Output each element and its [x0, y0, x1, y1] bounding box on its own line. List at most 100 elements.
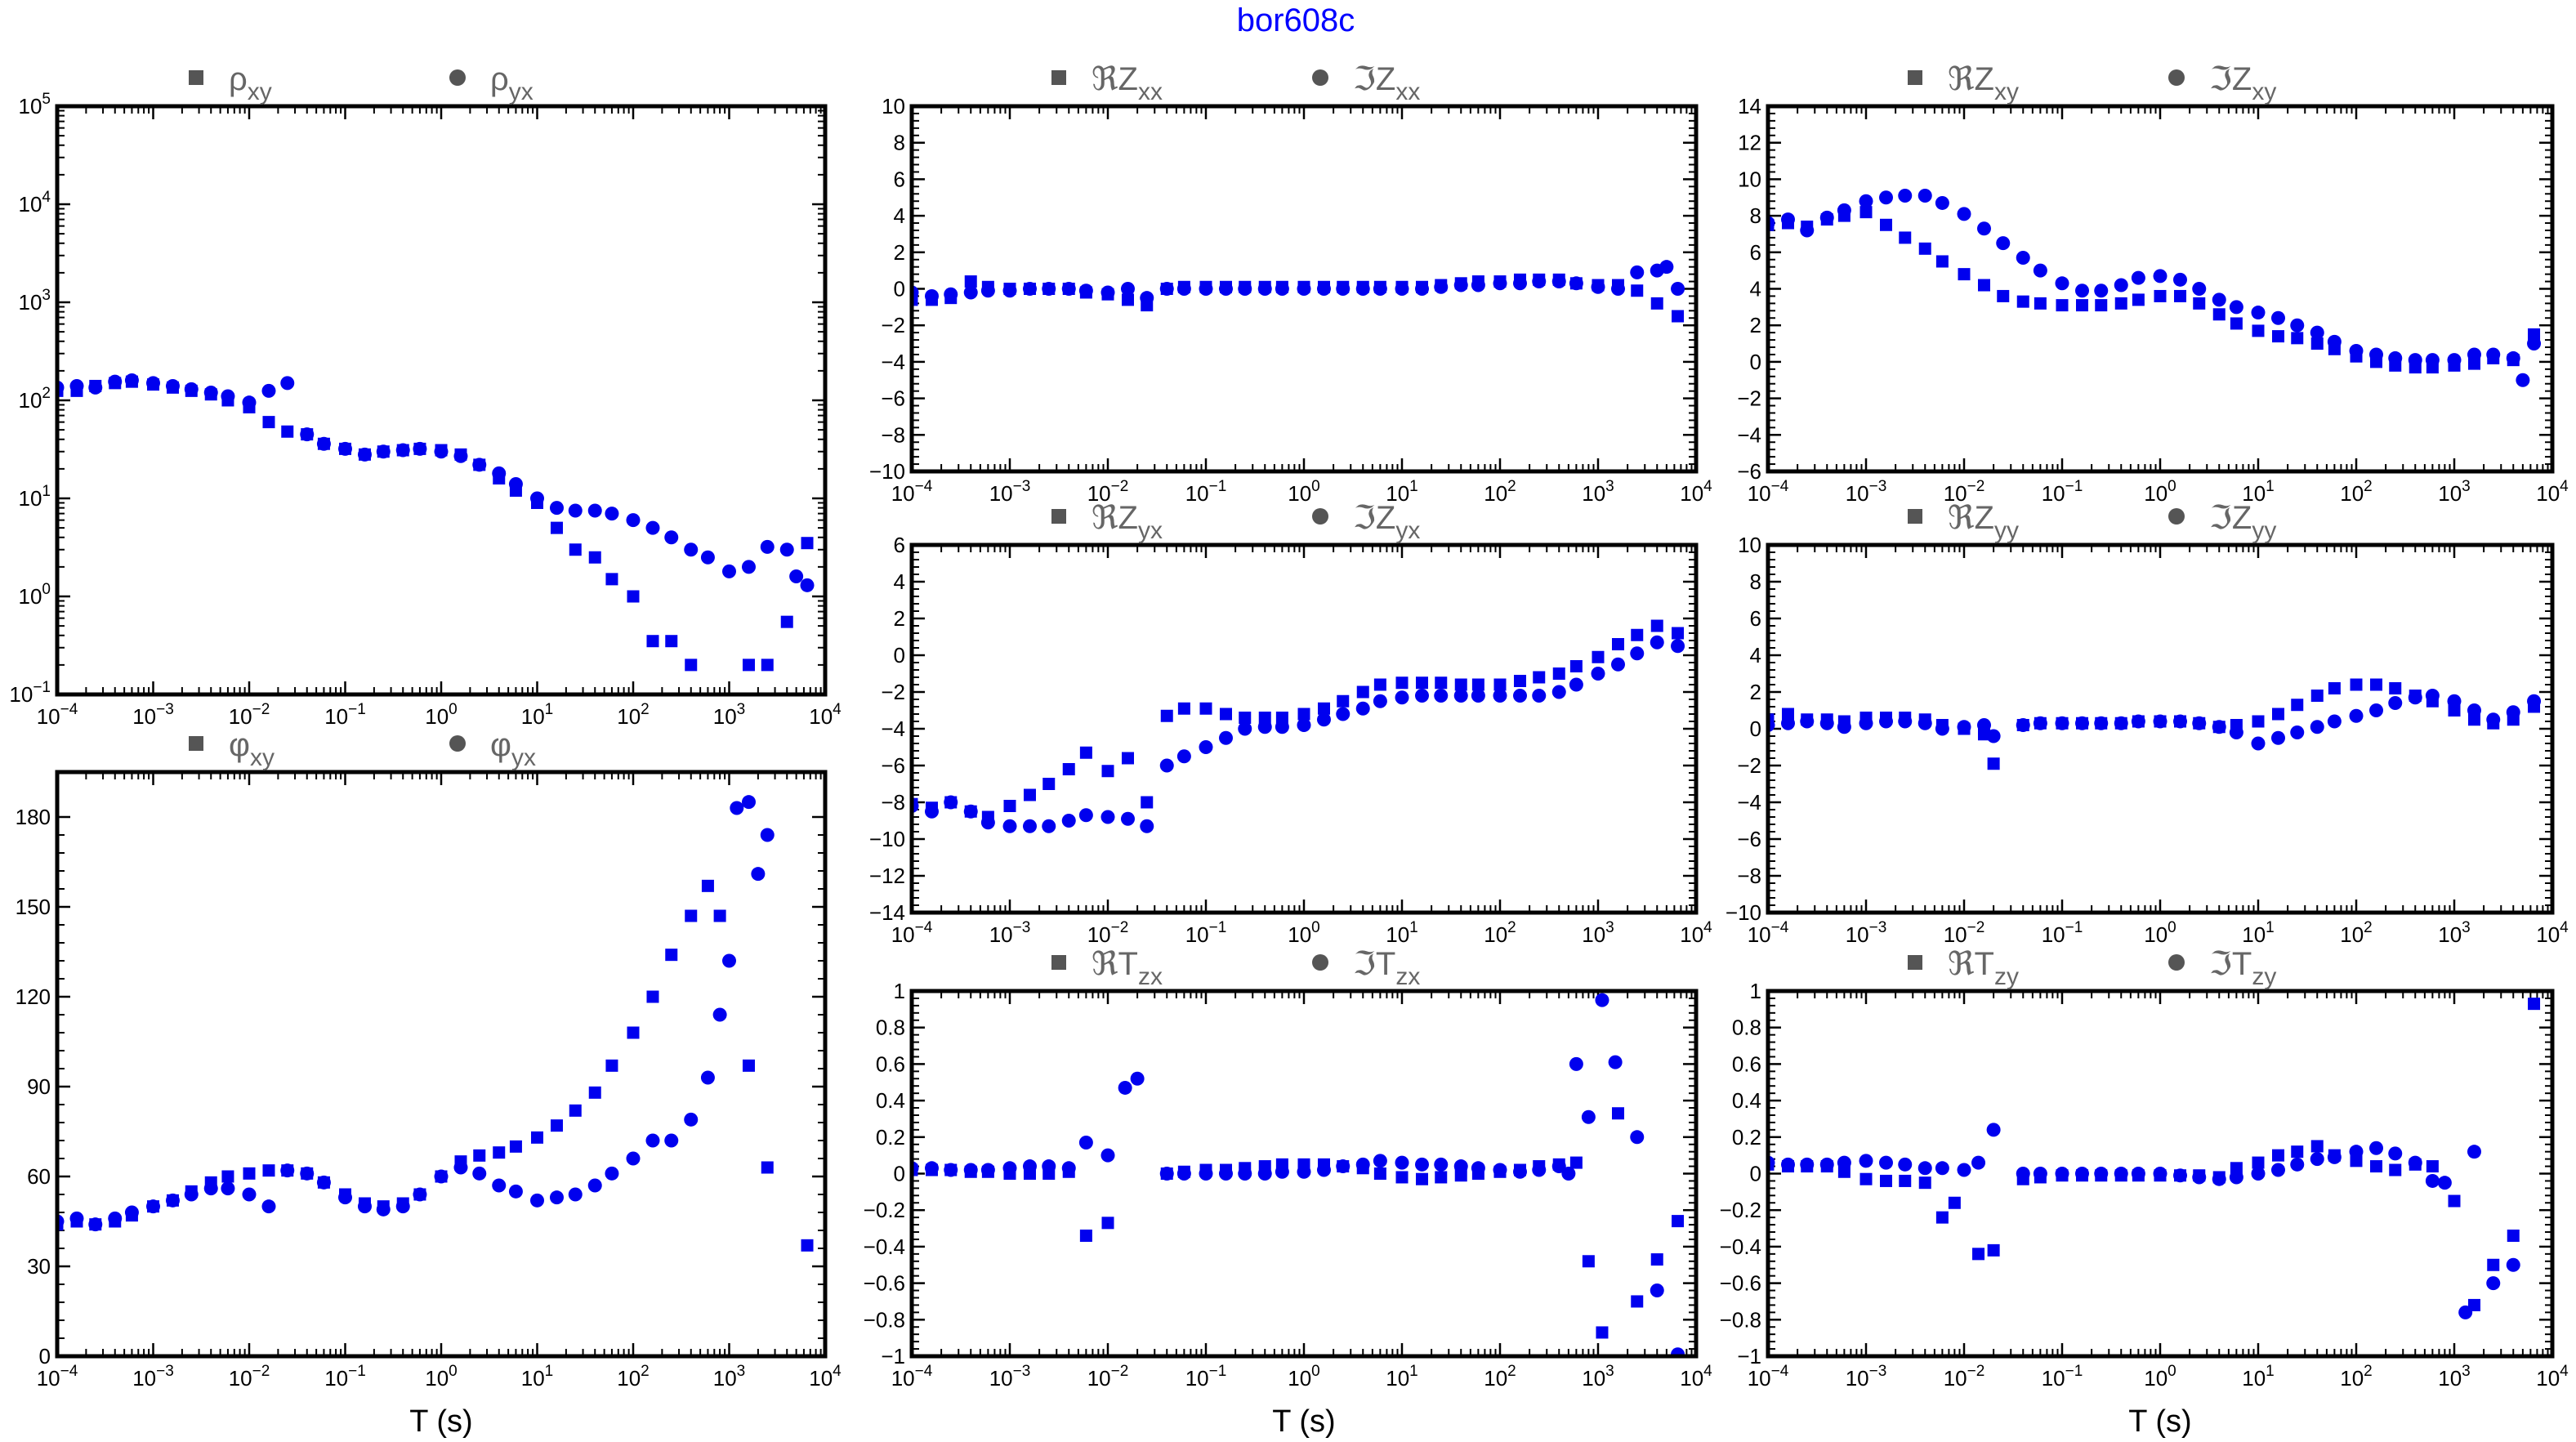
y-tick-label: −0.6 — [864, 1271, 905, 1296]
y-tick-label: −0.4 — [1720, 1234, 1761, 1259]
data-point-square — [2389, 1163, 2402, 1176]
data-point-circle — [1898, 1157, 1913, 1172]
data-points-zyy — [1768, 678, 2542, 770]
y-tick-label: −6 — [881, 753, 905, 778]
data-point-square — [1631, 1295, 1644, 1308]
data-point-circle — [944, 795, 958, 810]
data-point-square — [1297, 708, 1310, 721]
data-point-circle — [1100, 1148, 1115, 1163]
data-point-circle — [1551, 685, 1566, 699]
data-point-square — [2487, 1258, 2500, 1271]
data-points-zyx — [912, 619, 1685, 833]
legend-label: ℜTzy — [1948, 946, 2019, 990]
data-point-square — [665, 635, 678, 648]
legend-marker-square — [189, 736, 203, 751]
data-point-square — [2114, 297, 2127, 310]
data-point-circle — [2310, 1152, 2324, 1167]
data-point-square — [1987, 1243, 2000, 1257]
plot-frame — [55, 104, 828, 697]
panel-zyy: 10−4 10−3 10−2 10−1 100 101 102 103 104−10−8−6−4… — [1726, 500, 2569, 947]
data-point-square — [1592, 650, 1605, 663]
data-point-circle — [684, 1112, 699, 1127]
y-tick-label: −14 — [869, 900, 905, 925]
data-point-circle — [741, 795, 756, 810]
panel-tzx: 10−4 10−3 10−2 10−1 100 101 102 103 104 −1 −0.8 −0.… — [864, 946, 1713, 1439]
y-tick-label: −6 — [1737, 827, 1761, 851]
data-point-square — [627, 1026, 640, 1039]
legend-label: ℑZxx — [1353, 61, 1420, 105]
legend-marker-square — [1051, 955, 1066, 970]
data-point-circle — [1898, 189, 1913, 203]
x-tick-label: 100 — [1288, 1363, 1320, 1391]
data-point-circle — [108, 1211, 123, 1225]
data-point-circle — [1581, 1109, 1596, 1124]
data-point-circle — [1140, 819, 1154, 833]
data-point-circle — [741, 560, 756, 574]
x-tick-label: 104 — [809, 701, 842, 729]
data-point-square — [701, 879, 714, 892]
y-tick-label: 6 — [1750, 606, 1761, 631]
data-point-square — [1435, 1171, 1448, 1184]
data-point-circle — [1316, 282, 1331, 296]
data-point-circle — [1218, 282, 1233, 296]
data-point-circle — [1395, 690, 1409, 705]
data-point-square — [1899, 231, 1912, 244]
data-point-circle — [108, 374, 123, 389]
data-point-square — [1079, 1229, 1092, 1242]
x-axis-label: T (s) — [2128, 1404, 2191, 1439]
data-point-square — [2271, 708, 2284, 721]
data-points-phi — [57, 795, 814, 1252]
data-point-square — [1918, 1176, 1931, 1190]
y-tick-label: −10 — [869, 459, 905, 484]
x-tick-label: 104 — [1680, 478, 1712, 506]
data-point-square — [2389, 682, 2402, 694]
y-tick-label: 6 — [894, 167, 905, 191]
data-points-rho — [57, 373, 815, 672]
y-tick-label: 2 — [894, 240, 905, 265]
data-point-circle — [1561, 1167, 1576, 1181]
x-tick-label: 103 — [1582, 919, 1614, 947]
data-point-circle — [2486, 1276, 2501, 1291]
data-point-circle — [1837, 203, 1851, 217]
data-point-circle — [1100, 810, 1115, 824]
x-tick-label: 101 — [1386, 478, 1418, 506]
data-point-circle — [2033, 1167, 2047, 1181]
data-point-circle — [203, 1181, 218, 1196]
data-point-circle — [69, 1211, 84, 1225]
data-point-circle — [664, 530, 679, 545]
data-point-circle — [1878, 714, 1893, 729]
data-point-square — [646, 990, 659, 1003]
data-point-circle — [1532, 689, 1547, 703]
y-tick-label: −0.2 — [864, 1198, 905, 1222]
data-point-circle — [1957, 207, 1971, 221]
data-point-circle — [2368, 347, 2383, 362]
data-point-circle — [2467, 347, 2481, 362]
y-tick-label: −0.6 — [1720, 1271, 1761, 1296]
data-point-circle — [1493, 689, 1507, 703]
x-tick-label: 10−4 — [891, 919, 933, 947]
panel-zxy: 10−4 10−3 10−2 10−1 100 101 102 103 104 −6 −4 −2 0 2 4… — [1737, 61, 2569, 506]
data-point-circle — [2310, 720, 2324, 734]
data-point-circle — [1297, 718, 1311, 732]
data-point-circle — [2094, 283, 2109, 298]
data-point-circle — [2192, 716, 2207, 730]
data-point-square — [1672, 1215, 1685, 1228]
legend-label: ρyx — [490, 61, 534, 105]
data-point-circle — [2516, 373, 2530, 387]
data-point-circle — [1878, 1155, 1893, 1170]
data-point-circle — [980, 1163, 995, 1177]
data-point-circle — [1819, 1157, 1834, 1172]
data-point-circle — [2290, 1157, 2305, 1172]
y-tick-label: −2 — [1737, 753, 1761, 778]
x-tick-label: 10−4 — [37, 701, 78, 729]
x-tick-label: 104 — [2536, 478, 2569, 506]
data-point-circle — [2447, 694, 2462, 708]
data-point-square — [243, 1167, 256, 1180]
data-point-circle — [2290, 725, 2305, 739]
y-tick-label: 4 — [1750, 643, 1761, 667]
data-point-square — [1650, 619, 1663, 632]
data-point-circle — [2074, 1167, 2089, 1181]
x-tick-label: 10−3 — [132, 1363, 174, 1391]
data-point-square — [2291, 699, 2304, 712]
data-point-square — [2132, 293, 2145, 306]
